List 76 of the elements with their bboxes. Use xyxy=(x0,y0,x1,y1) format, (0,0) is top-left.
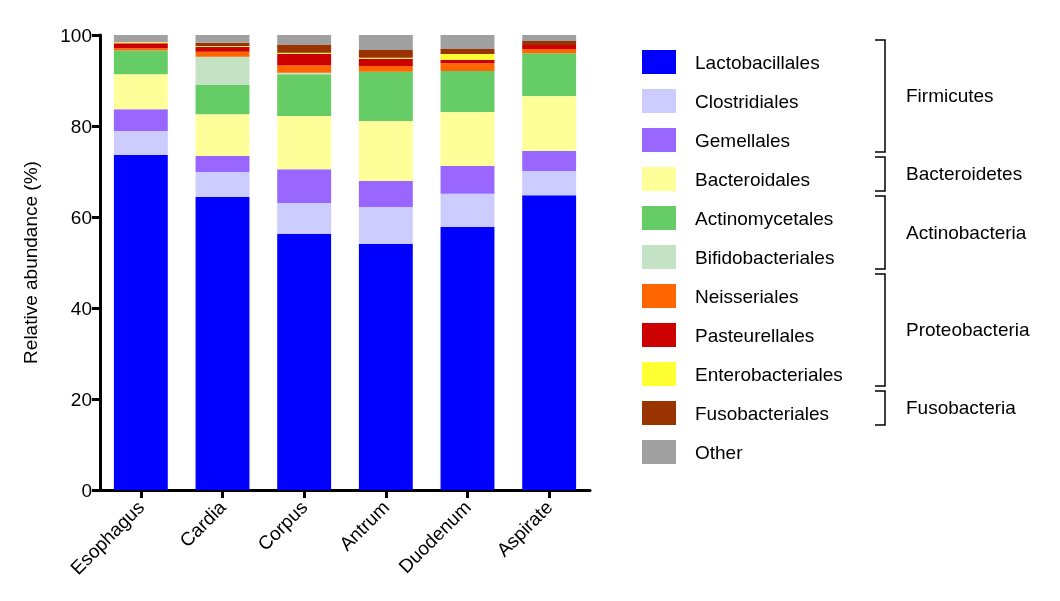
bar xyxy=(113,74,168,110)
bar xyxy=(440,166,495,194)
bar xyxy=(358,58,413,66)
bar xyxy=(440,193,495,228)
legend-label: Gemellales xyxy=(695,129,791,151)
bar xyxy=(113,131,168,156)
bar xyxy=(522,35,577,41)
bar xyxy=(195,35,250,43)
bar xyxy=(195,171,250,197)
legend-label: Lactobacillales xyxy=(695,51,820,73)
bar xyxy=(113,155,168,490)
bar xyxy=(358,206,413,244)
legend-label: Neisseriales xyxy=(695,285,799,307)
bar xyxy=(277,202,332,234)
bar xyxy=(277,169,332,203)
legend-label: Enterobacteriales xyxy=(695,363,843,385)
text: Firmicutes xyxy=(906,85,994,107)
bar xyxy=(277,53,332,66)
legend-label: Other xyxy=(695,441,744,463)
bar xyxy=(522,95,577,152)
bar xyxy=(277,65,332,73)
bar xyxy=(358,50,413,58)
bar xyxy=(440,35,495,50)
bar xyxy=(522,195,577,490)
bar xyxy=(113,109,168,132)
bar xyxy=(277,74,332,116)
bar xyxy=(195,56,250,86)
legend-label: Clostridiales xyxy=(695,90,799,112)
legend-label: Fusobacteriales xyxy=(695,402,830,424)
bar xyxy=(440,60,495,64)
y-axis-title: Relative abundance (%) xyxy=(20,161,41,364)
bar xyxy=(195,196,250,490)
bar xyxy=(440,54,495,61)
legend-label: Actinomycetales xyxy=(695,207,834,229)
bar xyxy=(277,35,332,45)
bar xyxy=(113,50,168,75)
bar xyxy=(358,243,413,490)
bar xyxy=(522,53,577,96)
bar xyxy=(277,233,332,490)
legend-label: Bacteroidales xyxy=(695,168,811,190)
bar xyxy=(195,85,250,115)
bar xyxy=(440,63,495,71)
y-tick-label: 80 xyxy=(70,115,92,137)
bar xyxy=(522,171,577,196)
bar xyxy=(277,44,332,53)
bar xyxy=(440,227,495,490)
y-tick-label: 20 xyxy=(70,388,92,410)
legend-label: Pasteurellales xyxy=(695,324,815,346)
bar xyxy=(277,115,332,170)
bar xyxy=(195,156,250,172)
bar xyxy=(358,71,413,121)
bar xyxy=(522,49,577,54)
bar xyxy=(195,46,250,52)
bar xyxy=(440,70,495,112)
bar xyxy=(522,45,577,50)
bar xyxy=(113,35,168,43)
legend-label: Bifidobacteriales xyxy=(695,246,835,268)
text: Proteobacteria xyxy=(906,319,1030,341)
bar xyxy=(195,51,250,57)
bar xyxy=(358,181,413,207)
bar xyxy=(358,35,413,51)
text: Fusobacteria xyxy=(906,397,1016,419)
bar xyxy=(440,111,495,167)
bar xyxy=(522,151,577,172)
y-tick-label: 40 xyxy=(70,297,92,319)
bar xyxy=(113,43,168,49)
bar xyxy=(522,40,577,46)
y-tick-label: 0 xyxy=(81,479,92,501)
text: Actinobacteria xyxy=(906,221,1027,244)
y-tick-label: 100 xyxy=(60,24,92,46)
text: Bacteroidetes xyxy=(906,163,1023,185)
bar xyxy=(358,65,413,72)
bar xyxy=(195,114,250,157)
bar xyxy=(440,49,495,55)
y-tick-label: 60 xyxy=(70,206,92,228)
bar xyxy=(358,121,413,182)
